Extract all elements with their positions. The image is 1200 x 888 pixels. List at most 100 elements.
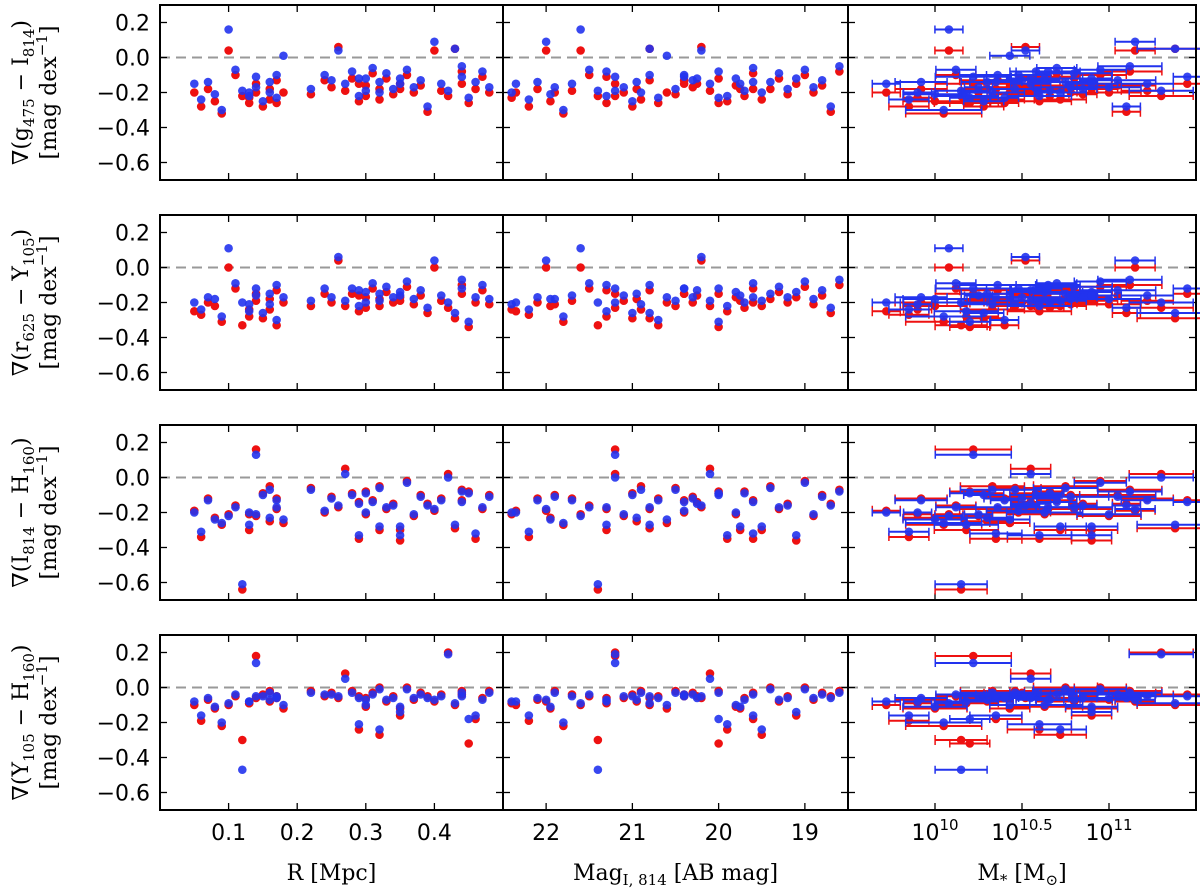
red-point (766, 84, 775, 94)
blue-point (457, 497, 467, 507)
blue-point (632, 77, 641, 87)
blue-point (1183, 691, 1192, 701)
blue-point (402, 478, 412, 488)
blue-point (826, 303, 836, 313)
blue-point (231, 278, 240, 288)
blue-point (628, 308, 637, 318)
blue-point (1043, 67, 1053, 76)
blue-point (265, 688, 275, 698)
blue-point (1156, 473, 1166, 482)
red-point (279, 88, 288, 97)
blue-point (916, 495, 926, 505)
blue-point (258, 96, 268, 106)
blue-point (327, 494, 336, 503)
y-tick-label: −0.4 (97, 747, 150, 772)
blue-point (714, 67, 723, 76)
blue-point (1142, 291, 1152, 300)
blue-point (748, 292, 758, 302)
blue-point (190, 508, 199, 517)
blue-point (636, 299, 646, 309)
blue-point (1026, 674, 1035, 684)
blue-point (1087, 522, 1096, 531)
panel-frame (847, 424, 1197, 601)
blue-point (944, 25, 954, 34)
red-point (210, 96, 220, 106)
panel-row2-col1 (159, 214, 504, 391)
blue-point (636, 485, 646, 495)
blue-point (576, 511, 585, 521)
blue-point (388, 84, 398, 94)
blue-point (395, 291, 405, 300)
blue-point (533, 77, 542, 87)
blue-point (244, 88, 254, 97)
blue-point (347, 688, 357, 698)
blue-point (546, 89, 555, 99)
blue-point (457, 688, 467, 698)
blue-point (610, 298, 620, 307)
blue-point (190, 298, 199, 307)
blue-point (939, 518, 948, 528)
blue-point (423, 693, 432, 703)
blue-point (619, 82, 629, 92)
blue-point (791, 74, 801, 83)
blue-point (217, 718, 227, 727)
blue-point (705, 79, 715, 89)
blue-point (679, 72, 689, 82)
blue-point (951, 502, 961, 512)
blue-point (210, 702, 220, 712)
blue-point (774, 68, 784, 78)
blue-point (1142, 495, 1152, 505)
blue-point (457, 72, 467, 82)
blue-point (402, 277, 412, 286)
blue-point (340, 674, 350, 684)
blue-point (430, 37, 439, 47)
blue-point (388, 292, 398, 302)
red-point (375, 95, 384, 104)
red-point (881, 88, 891, 97)
red-point (546, 96, 555, 106)
blue-point (238, 86, 247, 96)
blue-point (988, 299, 997, 309)
blue-point (354, 301, 364, 311)
blue-point (238, 579, 247, 589)
blue-point (210, 515, 220, 524)
blue-point (272, 502, 281, 512)
y-axis-label: ∇(I814 − H160) (9, 437, 38, 587)
blue-point (748, 278, 758, 288)
blue-point (361, 298, 371, 307)
blue-point (1026, 469, 1035, 479)
blue-point (722, 301, 732, 311)
blue-point (584, 502, 594, 512)
blue-point (679, 506, 689, 516)
blue-point (645, 70, 654, 80)
blue-point (632, 513, 641, 523)
blue-point (244, 299, 254, 309)
blue-point (409, 294, 419, 304)
blue-point (416, 75, 425, 85)
blue-point (705, 674, 715, 684)
blue-point (1125, 61, 1135, 71)
red-point (327, 82, 336, 92)
blue-point (1125, 275, 1135, 285)
blue-point (939, 105, 948, 115)
blue-point (881, 508, 891, 517)
blue-point (697, 252, 706, 262)
blue-point (671, 296, 680, 306)
blue-point (361, 488, 371, 498)
blue-point (388, 501, 398, 510)
blue-point (375, 296, 384, 306)
blue-point (251, 82, 261, 92)
red-point (524, 102, 534, 111)
blue-point (533, 693, 542, 703)
blue-point (265, 77, 275, 87)
blue-point (748, 63, 758, 73)
blue-point (416, 492, 425, 502)
blue-point (602, 280, 611, 290)
blue-point (593, 86, 603, 96)
blue-point (965, 93, 975, 103)
blue-point (628, 490, 637, 500)
blue-point (1055, 725, 1065, 734)
blue-point (817, 492, 827, 502)
blue-point (904, 711, 914, 720)
y-tick-label: −0.6 (97, 152, 150, 177)
